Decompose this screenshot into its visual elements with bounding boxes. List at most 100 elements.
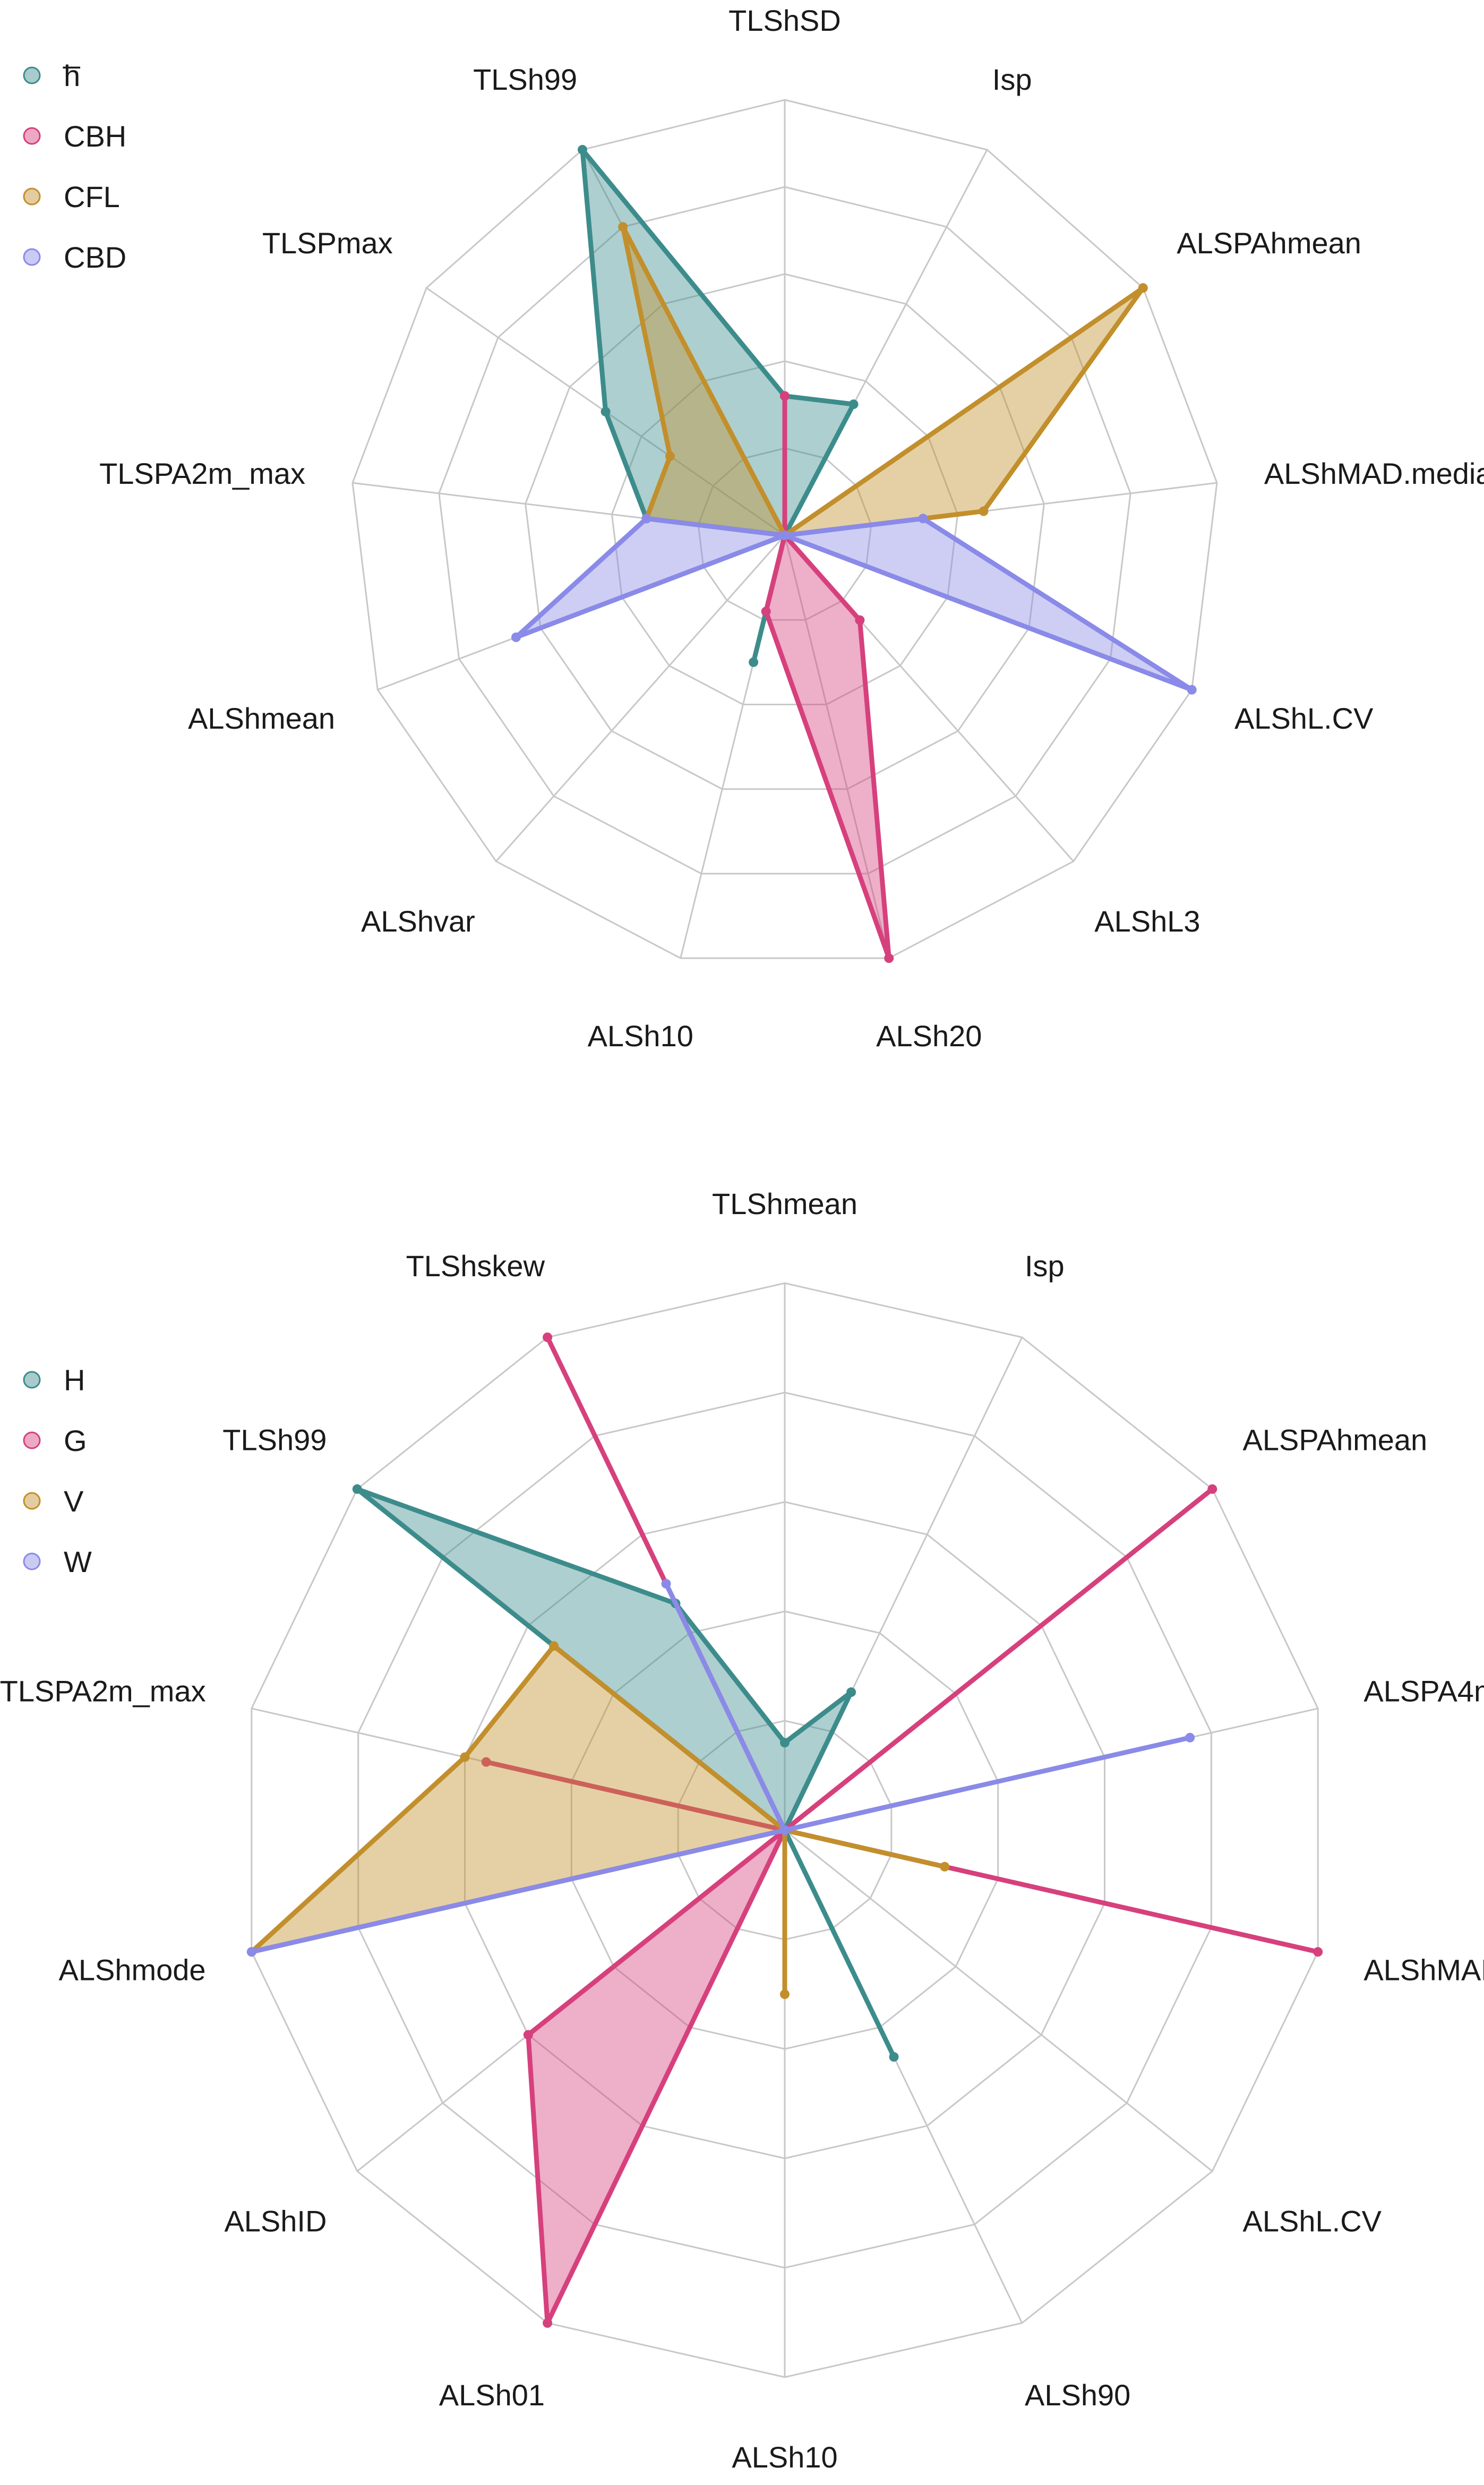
series-point: [780, 1989, 790, 1999]
series-point: [761, 607, 771, 617]
axis-label: Isp: [1025, 1249, 1065, 1283]
series-3: [618, 222, 1148, 540]
series-point: [601, 407, 611, 417]
axis-label: TLShmean: [712, 1187, 857, 1220]
series-point: [352, 1484, 362, 1494]
legend: h̅ CBH CFL CBD: [23, 59, 126, 274]
legend-marker: [23, 66, 41, 84]
grid-spoke: [495, 535, 786, 862]
grid-ring: [697, 447, 872, 621]
axis-label: ALSh20: [876, 1019, 982, 1053]
axis-label: Isp: [992, 63, 1032, 96]
axis-label: ALShmode: [59, 1953, 206, 1987]
series-point: [549, 1641, 559, 1651]
axis-label: ALShID: [224, 2205, 327, 2238]
legend-label: H: [64, 1363, 85, 1397]
axis-labels: TLShSD Isp ALSPAhmean ALShMAD.median ALShL.C…: [99, 4, 1484, 1053]
series-point: [1187, 685, 1197, 695]
axis-label: ALShMAD.median: [1264, 457, 1484, 490]
grid-spoke: [784, 1829, 1213, 2172]
series-point: [855, 615, 865, 625]
legend-marker: [23, 1552, 41, 1570]
series-point: [1138, 283, 1148, 293]
series-point: [577, 144, 587, 155]
series-point: [780, 1738, 790, 1748]
legend-label: W: [64, 1545, 92, 1578]
axis-label: TLSPA2m_max: [99, 457, 305, 490]
axis-label: ALShL3: [1094, 904, 1200, 938]
axis-label: ALShvar: [361, 904, 475, 938]
series-point: [1313, 1947, 1323, 1957]
series-point: [511, 632, 521, 642]
legend-marker: [23, 1431, 41, 1449]
grid-spoke: [784, 535, 890, 959]
series-point: [543, 2318, 553, 2328]
grid-ring: [438, 186, 1131, 875]
series-point: [940, 1861, 950, 1872]
axis-label: ALSh10: [588, 1019, 693, 1053]
series-point: [661, 1579, 671, 1589]
axis-label: TLShSD: [728, 4, 841, 37]
series-point: [618, 222, 628, 232]
series-point: [889, 2052, 899, 2062]
series-point: [665, 451, 675, 461]
series-point: [780, 391, 790, 401]
legend-label: CBD: [64, 241, 126, 274]
axis-label: ALShMAD.mode: [1363, 1953, 1484, 1987]
axis-label: TLSh99: [473, 63, 577, 96]
radar-chart-2: TLShmean Isp ALSPAhmean ALSPA4m ALShMAD.mode…: [0, 1187, 1484, 2474]
axis-label: ALShmean: [188, 702, 335, 735]
legend-label: V: [64, 1484, 84, 1518]
legend-marker: [23, 1371, 41, 1389]
legend-marker: [23, 1492, 41, 1510]
axis-label: TLSh99: [222, 1423, 327, 1456]
series-point: [780, 531, 790, 540]
axis-label: ALShL.CV: [1243, 2205, 1382, 2238]
axis-label: TLSPA2m_max: [0, 1674, 206, 1707]
series-point: [641, 514, 651, 524]
legend-label: G: [64, 1424, 87, 1457]
series-point: [918, 514, 928, 524]
legend-marker: [23, 187, 41, 206]
axis-labels: TLShmean Isp ALSPAhmean ALSPA4m ALShMAD.mode…: [0, 1187, 1484, 2474]
series-point: [848, 399, 859, 409]
legend-marker: [23, 248, 41, 266]
series-point: [884, 953, 894, 963]
series-group: [246, 1333, 1323, 2328]
series-point: [749, 657, 759, 667]
legend-label: CFL: [64, 180, 120, 214]
series-point: [246, 1947, 256, 1957]
series-point: [481, 1757, 491, 1767]
series-4: [511, 514, 1197, 695]
series-polygon: [620, 224, 1146, 538]
series-point: [846, 1687, 856, 1697]
series-group: [511, 144, 1197, 963]
series-point: [979, 506, 989, 516]
series-point: [523, 2030, 533, 2040]
series-4: [246, 1579, 1195, 1957]
legend-marker: [23, 127, 41, 145]
legend-label: CBH: [64, 119, 126, 153]
axis-label: ALSh10: [732, 2440, 837, 2474]
radar-chart-1: TLShSD Isp ALSPAhmean ALShMAD.median ALShL.C…: [23, 4, 1484, 1053]
grid-ring: [525, 273, 1045, 790]
series-point: [460, 1752, 470, 1762]
series-point: [543, 1333, 553, 1343]
axis-label: TLShskew: [406, 1249, 545, 1283]
axis-label: ALSh01: [439, 2378, 545, 2412]
series-point: [780, 1825, 790, 1835]
axis-label: TLSPmax: [262, 226, 393, 260]
legend-label: h̅: [63, 59, 81, 92]
grid-ring: [611, 360, 959, 705]
axis-label: ALSPAhmean: [1177, 226, 1361, 260]
series-point: [1207, 1484, 1217, 1494]
axis-label: ALSh90: [1025, 2378, 1130, 2412]
grid-ring: [351, 99, 1218, 959]
axis-label: ALSPA4m: [1363, 1674, 1484, 1707]
series-point: [1185, 1732, 1195, 1743]
axis-label: ALShL.CV: [1234, 702, 1374, 735]
axis-label: ALSPAhmean: [1243, 1423, 1428, 1456]
